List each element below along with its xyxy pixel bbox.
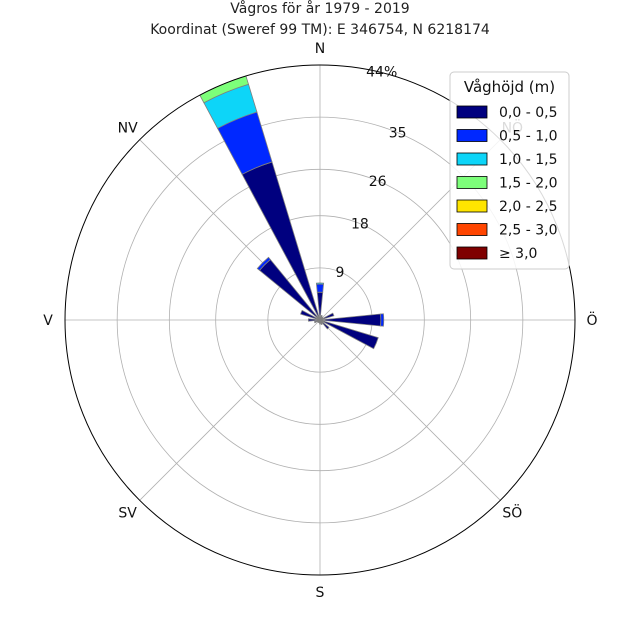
legend-swatch	[456, 152, 488, 166]
legend-label: ≥ 3,0	[499, 246, 537, 262]
rose-bar-segment	[315, 282, 325, 285]
radial-tick-label: 9	[335, 265, 344, 281]
rose-bar-segment	[313, 319, 321, 324]
chart-title: Vågros för år 1979 - 2019	[230, 0, 409, 17]
direction-label: SÖ	[502, 503, 522, 521]
legend-frame	[449, 71, 570, 270]
rose-bar-segment	[319, 319, 379, 350]
angular-gridline	[139, 319, 321, 501]
radial-tick-label: 26	[369, 174, 387, 190]
legend-swatch	[456, 129, 488, 142]
radial-tick-label: 35	[389, 126, 407, 142]
legend-label: 0,5 - 1,0	[499, 129, 557, 145]
radial-max-label: 44%	[366, 65, 397, 81]
legend-swatch	[456, 199, 488, 213]
angular-gridline	[319, 319, 501, 501]
direction-label: SV	[118, 505, 137, 521]
direction-label: N	[315, 41, 325, 57]
rose-bar-segment	[319, 312, 335, 321]
legend: Våghöjd (m) 0,0 - 0,5 0,5 - 1,0 1,0 - 1,5 1,…	[449, 71, 570, 270]
rose-bar-segment	[308, 318, 321, 322]
legend-swatch	[456, 105, 488, 119]
legend-title: Våghöjd (m)	[464, 78, 555, 96]
legend-label: 1,0 - 1,5	[499, 152, 557, 168]
direction-label: V	[43, 313, 53, 329]
rose-bar-segment	[300, 309, 321, 321]
rose-bar-segment	[319, 319, 321, 325]
direction-label: S	[316, 585, 325, 601]
legend-label: 1,5 - 2,0	[499, 176, 557, 192]
polar-plot-area: NNÖÖSÖSSVVNV918263544%	[43, 41, 597, 601]
rose-bar-segment	[319, 319, 330, 330]
rose-bar-segment	[256, 256, 271, 271]
rose-bar-segment	[319, 319, 323, 325]
legend-label: 0,0 - 0,5	[499, 105, 557, 121]
legend-swatch	[456, 246, 488, 260]
legend-swatch	[456, 223, 488, 236]
legend-label: 2,0 - 2,5	[499, 199, 557, 215]
polar-outer-frame	[64, 64, 576, 576]
legend-label: 2,5 - 3,0	[499, 223, 557, 239]
radial-tick-label: 18	[351, 217, 369, 233]
rose-bar-segment	[380, 313, 385, 327]
direction-label: NV	[118, 121, 138, 137]
direction-label: Ö	[586, 311, 597, 329]
chart-subtitle: Koordinat (Sweref 99 TM): E 346754, N 62…	[150, 22, 490, 38]
rose-bar-segment	[316, 283, 324, 293]
legend-swatch	[456, 176, 488, 189]
